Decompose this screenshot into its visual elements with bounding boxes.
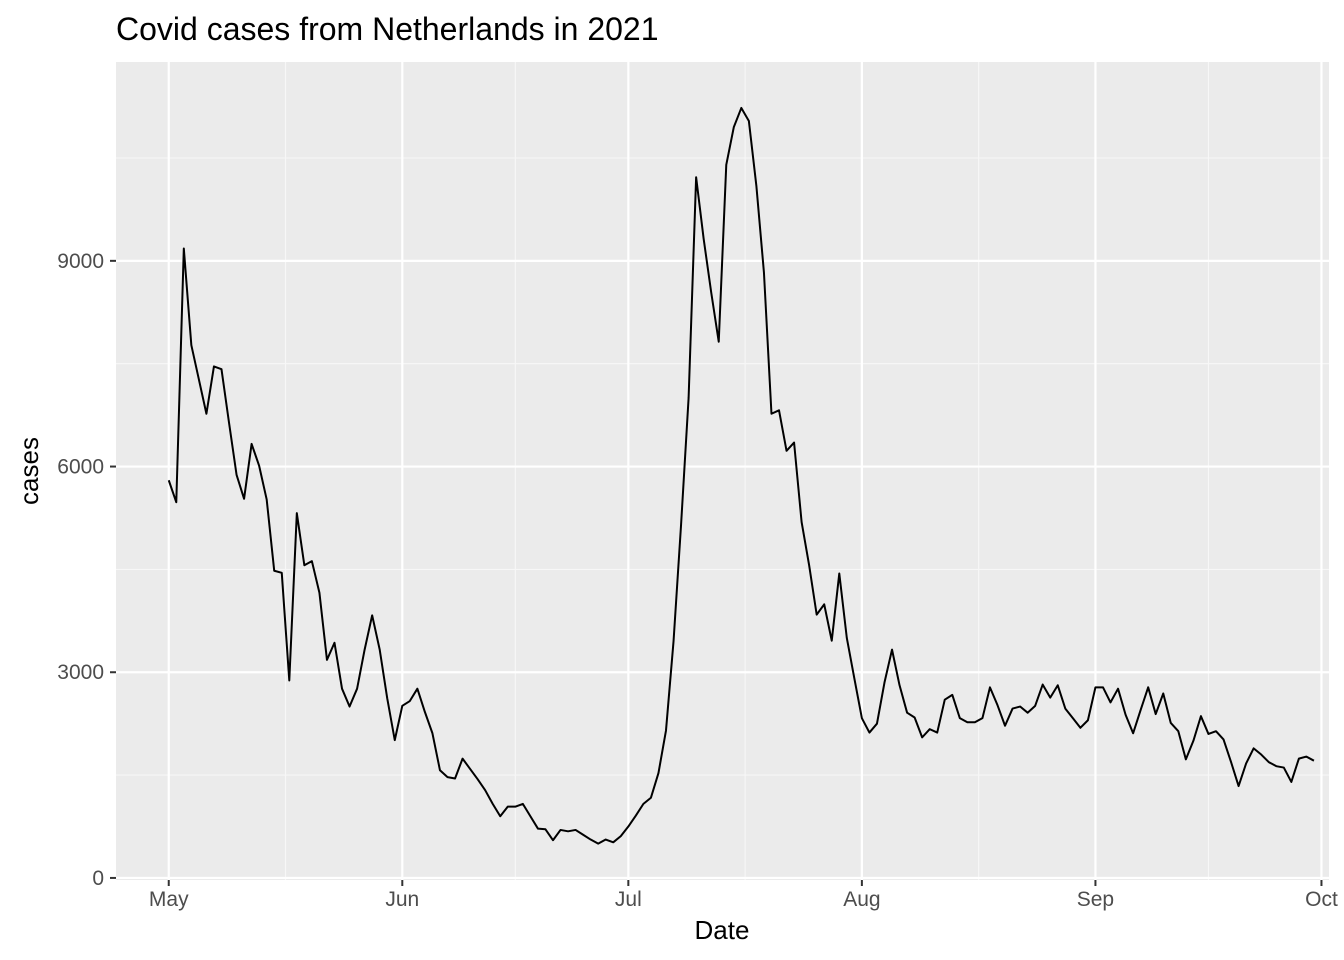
x-tick-label: May (149, 888, 189, 911)
series-line (167, 106, 1315, 845)
series-layer (167, 106, 1315, 845)
chart-title: Covid cases from Netherlands in 2021 (116, 11, 659, 47)
x-tick-label: Sep (1077, 888, 1114, 911)
y-axis-title: cases (14, 437, 44, 505)
plot-panel (116, 62, 1329, 880)
x-tick-label: Jun (385, 888, 419, 911)
y-tick-label: 3000 (57, 661, 104, 684)
y-axis: 0 3000 6000 9000 (57, 250, 116, 890)
y-tick-label: 9000 (57, 250, 104, 273)
x-tick-label: Oct (1305, 888, 1338, 911)
y-tick-label: 0 (92, 867, 104, 890)
x-tick-label: Aug (843, 888, 880, 911)
x-axis-title: Date (695, 915, 750, 945)
y-tick-label: 6000 (57, 456, 104, 479)
grid-major (116, 62, 1329, 880)
x-axis: May Jun Jul Aug Sep Oct (149, 880, 1338, 911)
x-tick-label: Jul (615, 888, 642, 911)
grid-minor (116, 62, 1329, 880)
